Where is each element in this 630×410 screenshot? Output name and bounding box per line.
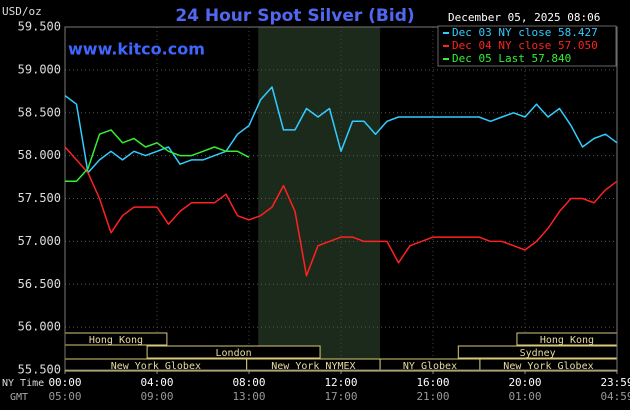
session-label: New York Globex <box>111 361 201 372</box>
price-line <box>64 86 618 174</box>
y-tick-label: 57.500 <box>18 191 61 205</box>
session-label: New York Globex <box>503 361 593 372</box>
y-tick-label: 57.000 <box>18 234 61 248</box>
x2-tick-label: 04:59 <box>600 390 630 403</box>
highlight-band <box>258 27 381 370</box>
x-tick-label: 08:00 <box>232 376 265 389</box>
y-axis-label: USD/oz <box>2 5 42 18</box>
chart-title: 24 Hour Spot Silver (Bid) <box>175 6 414 26</box>
x-tick-label: 16:00 <box>416 376 449 389</box>
session-bar <box>146 345 321 359</box>
legend-entry: Dec 05 Last 57.840 <box>452 52 571 65</box>
legend-entry: Dec 03 NY close 58.427 <box>452 26 598 39</box>
y-tick-label: 59.000 <box>18 62 61 76</box>
watermark: www.kitco.com <box>68 40 205 59</box>
session-label: Hong Kong <box>540 335 594 346</box>
y-tick-label: 56.500 <box>18 277 61 291</box>
price-line <box>65 129 250 183</box>
x-axis-label: NY Time <box>2 378 44 389</box>
session-label: Sydney <box>520 348 556 359</box>
x-tick-label: 00:00 <box>48 376 81 389</box>
x2-tick-label: 05:00 <box>48 390 81 403</box>
x2-tick-label: 01:00 <box>508 390 541 403</box>
x2-tick-label: 17:00 <box>324 390 357 403</box>
x2-tick-label: 21:00 <box>416 390 449 403</box>
plot-frame <box>64 26 618 371</box>
x-tick-label: 04:00 <box>140 376 173 389</box>
timestamp: December 05, 2025 08:06 <box>448 11 600 24</box>
x-tick-label: 20:00 <box>508 376 541 389</box>
x-tick-label: 12:00 <box>324 376 357 389</box>
session-label: London <box>216 348 252 359</box>
y-tick-label: 58.000 <box>18 148 61 162</box>
legend-box <box>437 25 617 67</box>
y-tick-label: 56.000 <box>18 320 61 334</box>
session-label: New York NYMEX <box>271 361 355 372</box>
x2-tick-label: 09:00 <box>140 390 173 403</box>
x2-tick-label: 13:00 <box>232 390 265 403</box>
y-tick-label: 58.500 <box>18 105 61 119</box>
x2-axis-label: GMT <box>10 392 28 403</box>
price-line <box>64 146 618 277</box>
y-tick-label: 59.500 <box>18 20 61 34</box>
x-tick-label: 23:59 <box>600 376 630 389</box>
session-label: Hong Kong <box>89 335 143 346</box>
legend-entry: Dec 04 NY close 57.050 <box>452 39 598 52</box>
session-label: NY Globex <box>403 361 457 372</box>
y-tick-label: 55.500 <box>18 363 61 377</box>
